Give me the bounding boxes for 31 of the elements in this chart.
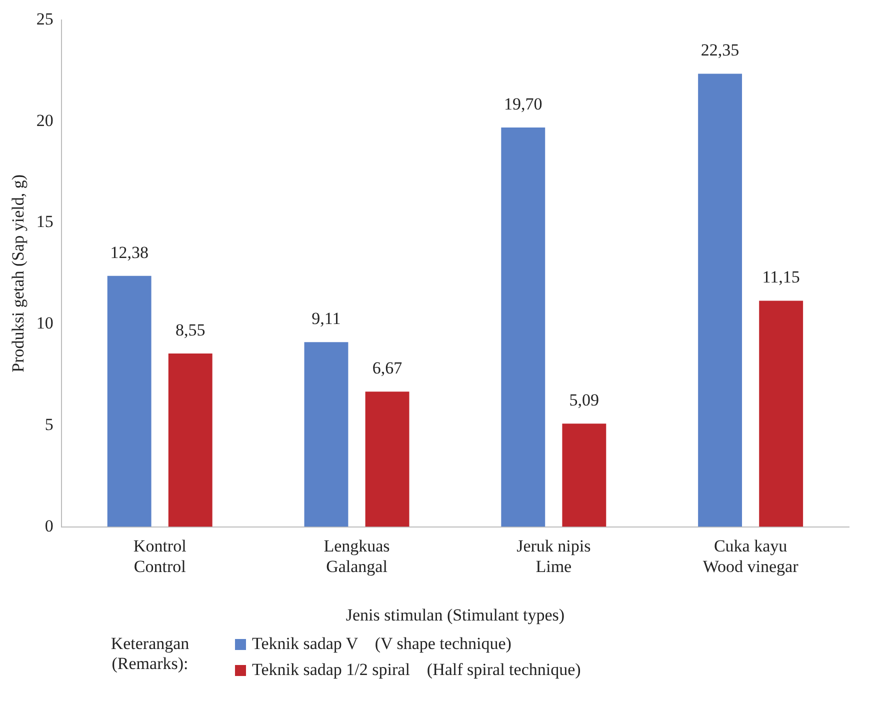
- legend-title: Keterangan (Remarks):: [110, 634, 190, 674]
- data-label: 11,15: [762, 268, 800, 287]
- data-label: 5,09: [569, 390, 600, 410]
- y-tick-label: 25: [36, 9, 54, 28]
- x-tick-label: Cuka kayu Wood vinegar: [702, 536, 799, 576]
- y-tick-label: 0: [44, 516, 54, 536]
- y-tick-label: 5: [44, 414, 54, 434]
- bar: [698, 74, 742, 527]
- data-label: 19,70: [504, 94, 542, 114]
- x-axis-title: Jenis stimulan (Stimulant types): [346, 605, 565, 624]
- data-label: 6,67: [372, 358, 403, 378]
- bar: [107, 276, 152, 527]
- data-label: 22,35: [700, 40, 740, 60]
- legend-label: Teknik sadap 1/2 spiral (Half spiral technique): [252, 660, 581, 680]
- bar: [304, 342, 348, 527]
- legend-label: Teknik sadap V (V shape technique): [252, 634, 512, 654]
- y-axis-title: Produksi getah (Sap yield, g): [8, 174, 28, 372]
- x-tick-label: Jeruk nipis Lime: [516, 536, 591, 576]
- y-tick-label: 15: [36, 212, 54, 232]
- y-tick-label: 10: [36, 314, 54, 333]
- y-tick-label: 20: [36, 110, 54, 130]
- x-tick-label: Kontrol Control: [133, 536, 187, 576]
- bar: [759, 300, 804, 527]
- bar: [562, 424, 606, 527]
- bar: [365, 392, 410, 527]
- bar: [501, 127, 546, 527]
- data-label: 9,11: [312, 309, 341, 328]
- x-tick-label: Lengkuas Galangal: [324, 536, 390, 576]
- bar: [168, 353, 212, 527]
- data-label: 8,55: [175, 320, 206, 340]
- data-label: 12,38: [110, 242, 148, 262]
